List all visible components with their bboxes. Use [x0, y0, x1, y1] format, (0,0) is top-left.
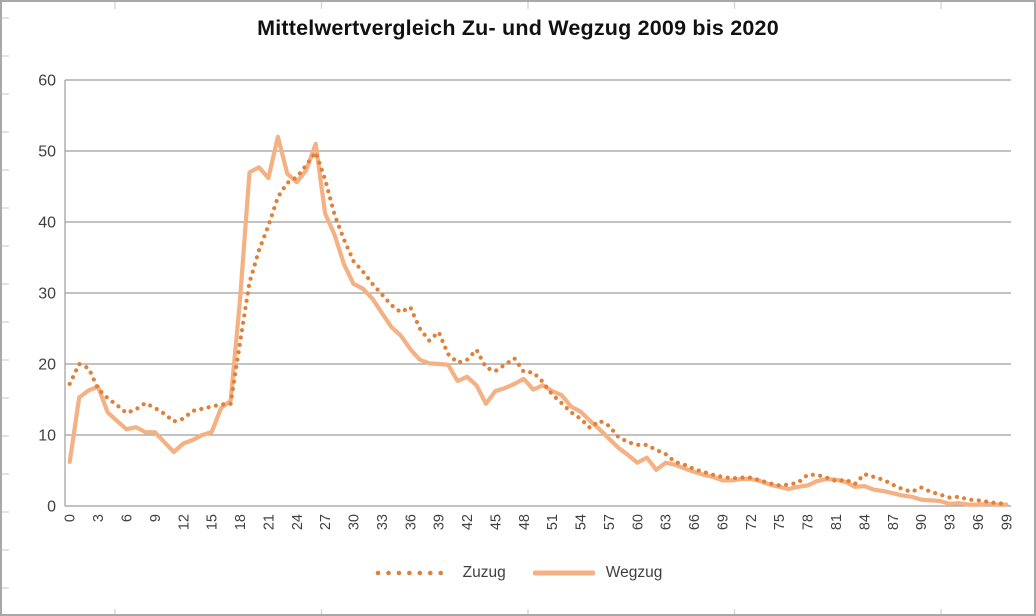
legend: Zuzug Wegzug — [2, 564, 1034, 582]
svg-text:63: 63 — [659, 514, 675, 530]
legend-item-zuzug: Zuzug — [374, 564, 506, 582]
svg-text:69: 69 — [715, 514, 731, 530]
svg-text:12: 12 — [176, 514, 192, 530]
svg-text:60: 60 — [630, 514, 646, 530]
svg-text:60: 60 — [38, 73, 56, 90]
svg-text:30: 30 — [347, 514, 363, 530]
svg-text:27: 27 — [318, 514, 334, 530]
svg-text:10: 10 — [38, 428, 56, 445]
svg-text:84: 84 — [857, 514, 873, 530]
svg-text:57: 57 — [602, 514, 618, 530]
svg-text:99: 99 — [999, 514, 1015, 530]
svg-text:78: 78 — [801, 514, 817, 530]
legend-label-zuzug: Zuzug — [462, 564, 506, 581]
svg-text:20: 20 — [38, 357, 56, 374]
svg-text:81: 81 — [829, 514, 845, 530]
svg-text:0: 0 — [47, 499, 56, 516]
svg-text:30: 30 — [38, 286, 56, 303]
svg-text:45: 45 — [488, 514, 504, 530]
svg-text:96: 96 — [971, 514, 987, 530]
svg-text:90: 90 — [914, 514, 930, 530]
svg-text:40: 40 — [38, 215, 56, 232]
svg-text:21: 21 — [261, 514, 277, 530]
dotted-line-swatch-icon — [375, 570, 450, 576]
svg-text:18: 18 — [233, 514, 249, 530]
svg-text:3: 3 — [91, 514, 107, 522]
svg-text:72: 72 — [744, 514, 760, 530]
svg-text:9: 9 — [148, 514, 164, 522]
svg-text:15: 15 — [205, 514, 221, 530]
svg-text:48: 48 — [517, 514, 533, 530]
chart-title: Mittelwertvergleich Zu- und Wegzug 2009 … — [257, 16, 779, 40]
svg-text:87: 87 — [886, 514, 902, 530]
svg-text:93: 93 — [943, 514, 959, 530]
solid-line-swatch-icon — [532, 570, 595, 576]
svg-text:6: 6 — [119, 514, 135, 522]
svg-text:50: 50 — [38, 144, 56, 161]
svg-text:51: 51 — [545, 514, 561, 530]
svg-text:42: 42 — [460, 514, 476, 530]
svg-text:75: 75 — [772, 514, 788, 530]
svg-text:24: 24 — [290, 514, 306, 530]
svg-text:66: 66 — [687, 514, 703, 530]
svg-text:33: 33 — [375, 514, 391, 530]
svg-text:36: 36 — [403, 514, 419, 530]
svg-text:39: 39 — [432, 514, 448, 530]
legend-item-wegzug: Wegzug — [532, 564, 663, 582]
legend-label-wegzug: Wegzug — [605, 564, 663, 581]
svg-text:0: 0 — [63, 514, 79, 522]
svg-text:54: 54 — [574, 514, 590, 530]
